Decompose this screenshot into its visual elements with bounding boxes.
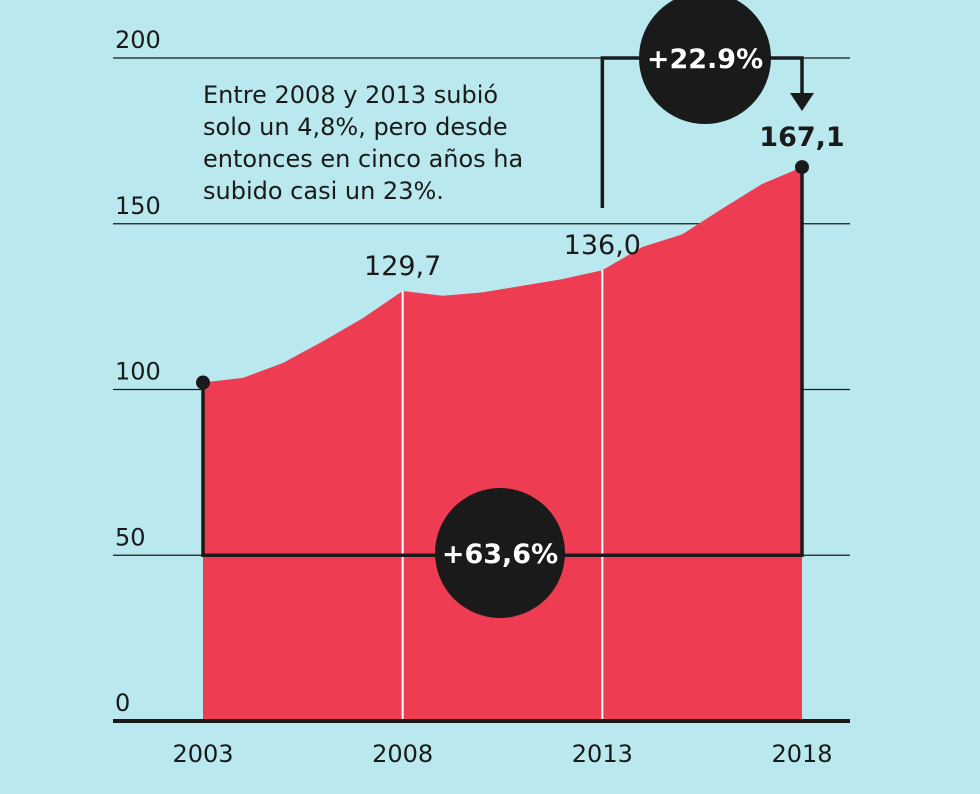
annotation-text: Entre 2008 y 2013 subió solo un 4,8%, pe… [203, 81, 524, 205]
x-tick-label: 2008 [372, 740, 433, 768]
data-labels: 129,7 136,0 167,1 [364, 122, 845, 282]
axes: 2003 2008 2013 2018 [113, 719, 850, 768]
year-markers [401, 270, 604, 721]
data-label-2008: 129,7 [364, 251, 441, 282]
change-badges: +63,6% +22.9% [435, 0, 771, 618]
x-tick-label: 2013 [572, 740, 633, 768]
arrow-down-icon [790, 93, 814, 111]
start-point-dot [196, 375, 210, 390]
area-fill [203, 167, 802, 722]
recent-badge [639, 0, 771, 124]
area-series [203, 167, 802, 722]
long-term-badge-label: +63,6% [442, 539, 558, 570]
y-tick-label: 150 [115, 192, 161, 220]
y-tick-label: 0 [115, 689, 130, 717]
data-label-2013: 136,0 [564, 230, 641, 261]
end-point-dot [795, 160, 809, 175]
y-tick-label: 200 [115, 26, 161, 54]
y-tick-label: 100 [115, 358, 161, 386]
data-label-2018: 167,1 [759, 122, 844, 153]
recent-badge-label: +22.9% [647, 44, 763, 75]
x-tick-label: 2018 [771, 740, 832, 768]
y-tick-label: 50 [115, 523, 146, 551]
long-term-badge [435, 488, 565, 618]
x-tick-label: 2003 [172, 740, 233, 768]
